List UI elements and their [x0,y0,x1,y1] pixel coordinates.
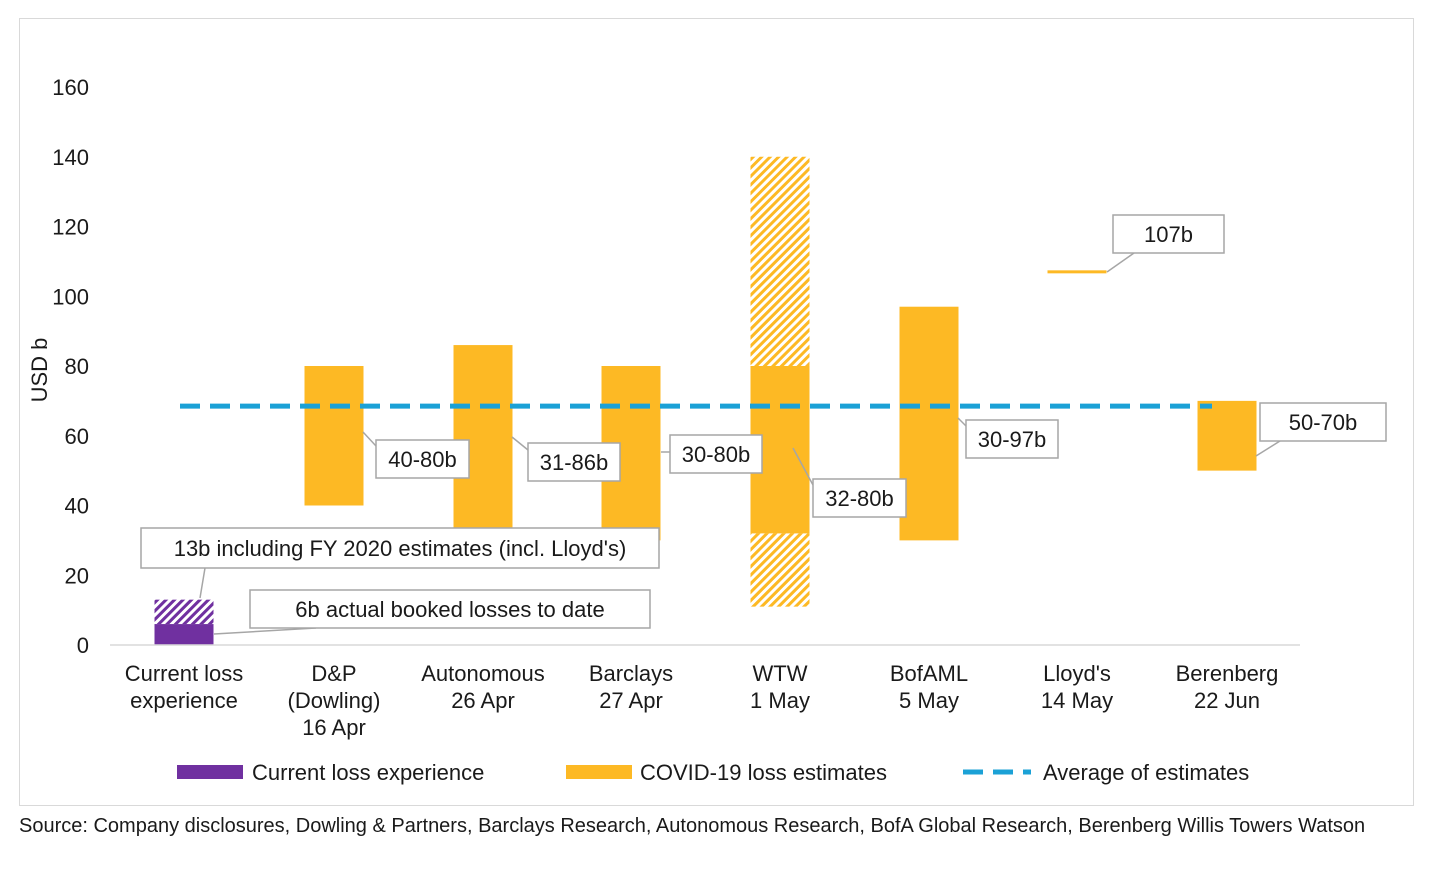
y-tick-label: 60 [65,424,89,449]
callout-box [669,434,763,474]
data-label-callout: 6b actual booked losses to date [213,589,651,635]
callout-box [375,439,470,479]
bar-current-booked [154,624,214,645]
callout-leader [199,567,206,599]
legend-item: Average of estimates [963,760,1249,785]
source-note: Source: Company disclosures, Dowling & P… [19,815,1366,837]
x-tick-label: BofAML [890,661,968,686]
callout-leader [362,431,377,447]
x-tick-label: WTW [753,661,808,686]
bar-estimate-extended-low [750,533,810,607]
x-tick-label: 14 May [1041,688,1113,713]
bar-estimate-point [1047,270,1107,274]
x-tick-label: Berenberg [1176,661,1279,686]
callout-leader [792,447,814,486]
y-tick-label: 120 [52,215,89,240]
x-tick-label: Current loss [125,661,244,686]
data-label: 40-80b [388,447,457,472]
x-tick-label: 27 Apr [599,688,663,713]
callout-box [965,419,1059,459]
y-axis: 0 20 40 60 80 100 120 140 160 USD b [27,75,89,658]
y-tick-label: 160 [52,75,89,100]
data-label-callout: 31-86b [511,436,621,482]
chart: 0 20 40 60 80 100 120 140 160 USD b 40-80b 31-86b 3… [27,75,1387,785]
x-tick-label: Barclays [589,661,673,686]
x-tick-label: (Dowling) [288,688,381,713]
y-tick-label: 40 [65,494,89,519]
bar-current-fy2020-estimate [154,599,214,625]
data-label: 30-97b [978,427,1047,452]
bars-layer [154,156,1257,645]
data-label-callout: 30-80b [661,434,763,474]
callout-leader [1255,440,1281,457]
callout-leader [511,436,529,451]
callouts-layer: 40-80b 31-86b 30-80b 32-80b 30-97b 107b 50-70b… [140,214,1387,635]
y-tick-label: 0 [77,633,89,658]
data-label: 30-80b [682,442,751,467]
bar-estimate-range [1197,400,1257,471]
legend-label: Current loss experience [252,760,484,785]
y-tick-label: 140 [52,145,89,170]
legend-label: COVID-19 loss estimates [640,760,887,785]
y-tick-label: 20 [65,563,89,588]
callout-box [249,589,651,629]
callout-leader [213,627,317,635]
callout-leader [1106,252,1135,273]
callout-box [527,442,621,482]
legend-swatch [566,765,632,779]
bar-estimate-range [899,306,959,541]
data-label-callout: 40-80b [362,431,470,479]
legend-item: COVID-19 loss estimates [566,760,887,785]
x-tick-label: Autonomous [421,661,545,686]
data-label: 107b [1144,222,1193,247]
legend-item: Current loss experience [177,760,484,785]
data-label: 31-86b [540,450,609,475]
data-label: 6b actual booked losses to date [295,597,604,622]
x-tick-label: 1 May [750,688,810,713]
legend-label: Average of estimates [1043,760,1249,785]
callout-box [140,527,660,569]
x-tick-label: 16 Apr [302,715,366,740]
data-label: 32-80b [825,486,894,511]
x-tick-label: 26 Apr [451,688,515,713]
legend-swatch [177,765,243,779]
data-label: 50-70b [1289,410,1358,435]
legend: Current loss experience COVID-19 loss est… [177,760,1249,785]
bar-estimate-extended-high [750,156,810,366]
x-tick-label: 22 Jun [1194,688,1260,713]
bar-estimate-range [304,366,364,506]
data-label-callout: 13b including FY 2020 estimates (incl. L… [140,527,660,599]
y-axis-title: USD b [27,338,52,403]
x-tick-label: 5 May [899,688,959,713]
x-tick-label: Lloyd's [1043,661,1111,686]
data-label: 13b including FY 2020 estimates (incl. L… [174,536,627,561]
callout-box [812,478,907,518]
data-label-callout: 107b [1106,214,1225,273]
x-tick-label: D&P [311,661,356,686]
y-tick-label: 80 [65,354,89,379]
callout-box [1259,402,1387,442]
data-label-callout: 50-70b [1255,402,1387,457]
x-tick-label: experience [130,688,238,713]
chart-frame [19,18,1414,806]
y-tick-label: 100 [52,284,89,309]
data-label-callout: 30-97b [957,417,1059,459]
callout-box [1112,214,1225,254]
data-label-callout: 32-80b [792,447,907,518]
callout-leader [957,417,967,427]
